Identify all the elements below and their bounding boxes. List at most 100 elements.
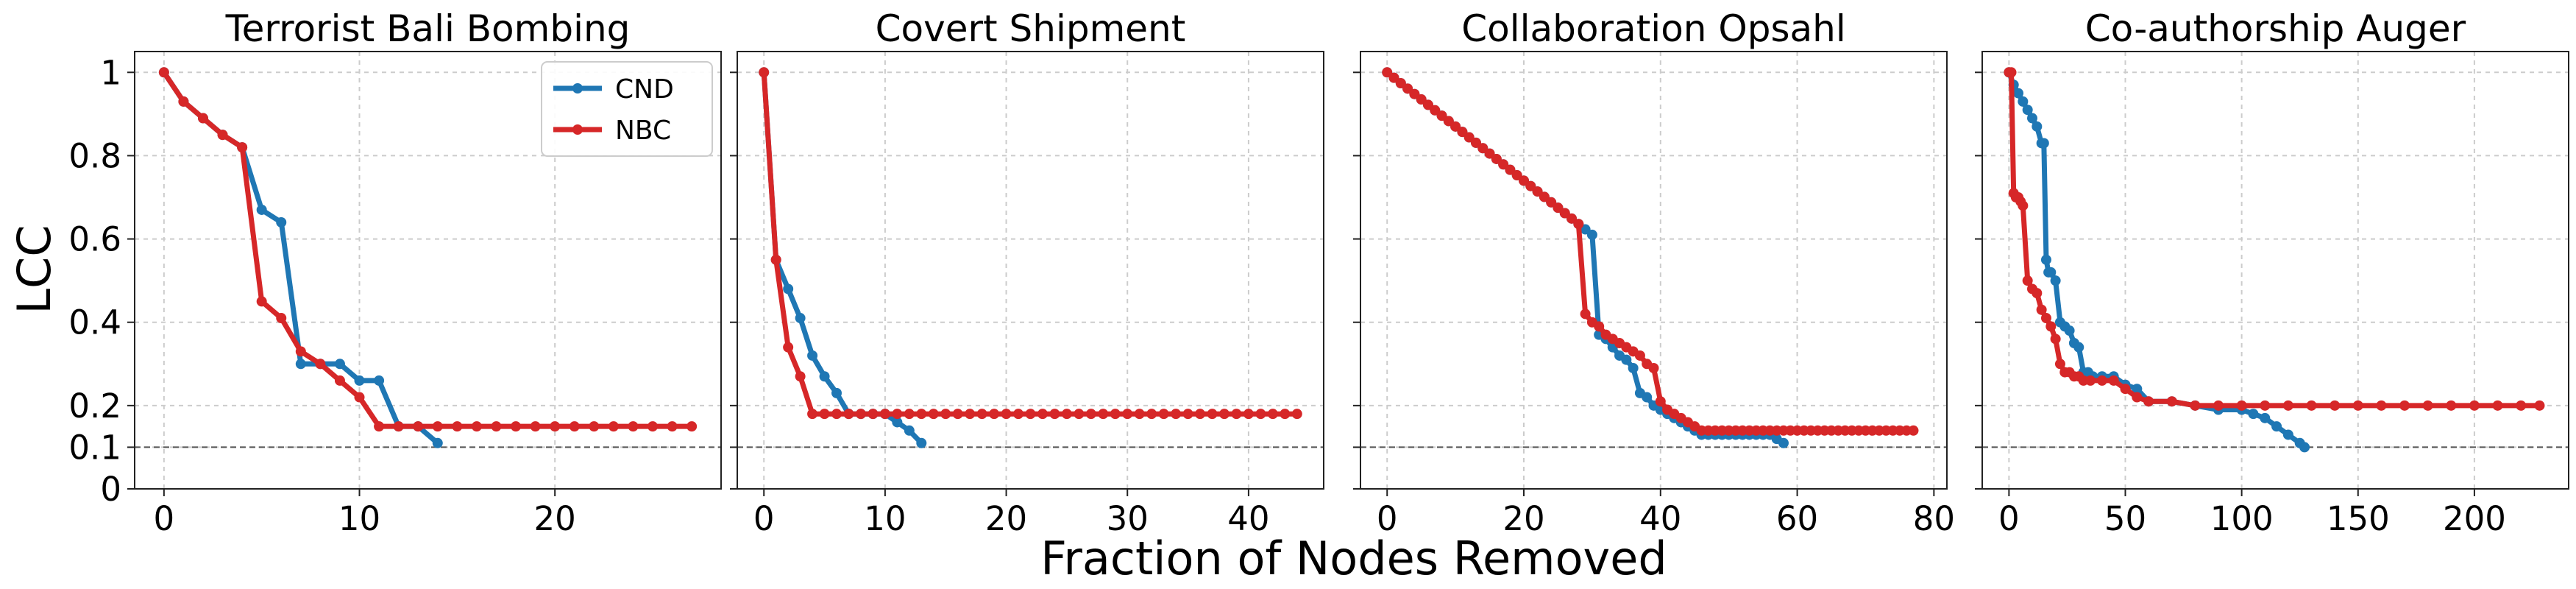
- x-tick-label: 100: [2210, 499, 2274, 538]
- data-point-nbc: [667, 421, 678, 432]
- data-point-nbc: [1580, 308, 1591, 320]
- legend-marker-nbc: [572, 124, 583, 135]
- data-point-nbc: [1074, 409, 1085, 420]
- data-point-cnd: [2022, 105, 2033, 116]
- data-point-nbc: [2534, 400, 2545, 411]
- data-point-cnd: [1628, 362, 1639, 373]
- data-point-nbc: [2006, 67, 2017, 78]
- data-point-cnd: [2038, 138, 2049, 149]
- data-point-cnd: [1778, 437, 1789, 448]
- data-point-nbc: [1146, 409, 1157, 420]
- data-point-nbc: [1231, 409, 1242, 420]
- data-point-nbc: [916, 409, 927, 420]
- data-point-nbc: [686, 421, 698, 432]
- data-point-nbc: [770, 254, 781, 265]
- data-point-nbc: [1243, 409, 1254, 420]
- x-tick-label: 20: [985, 499, 1027, 538]
- data-point-cnd: [2260, 412, 2271, 423]
- series-line-nbc: [1385, 70, 1914, 434]
- data-point-cnd: [374, 375, 385, 386]
- data-point-cnd: [1621, 354, 1632, 365]
- data-point-nbc: [256, 296, 267, 307]
- data-point-nbc: [334, 375, 345, 386]
- data-point-cnd: [2271, 421, 2282, 432]
- data-point-cnd: [831, 387, 842, 398]
- chart-panel: Covert Shipment 0 10 20 30 40: [730, 7, 1324, 538]
- data-point-nbc: [608, 421, 619, 432]
- plot-frame: [737, 51, 1324, 490]
- data-point-nbc: [1267, 409, 1278, 420]
- data-point-cnd: [807, 350, 818, 361]
- data-point-nbc: [2143, 396, 2154, 407]
- data-point-nbc: [413, 421, 424, 432]
- y-axis-label: LCC: [7, 225, 61, 314]
- data-point-nbc: [2190, 400, 2201, 411]
- data-point-cnd: [1586, 229, 1597, 240]
- data-point-nbc: [2492, 400, 2503, 411]
- x-axis-label: Fraction of Nodes Removed: [1040, 532, 1667, 585]
- data-point-nbc: [2399, 400, 2410, 411]
- legend-box: [541, 61, 713, 157]
- x-tick-label: 40: [1227, 499, 1269, 538]
- y-tick-label: 0.8: [68, 136, 121, 175]
- data-point-nbc: [1098, 409, 1109, 420]
- data-point-nbc: [1573, 219, 1584, 230]
- data-point-nbc: [2120, 384, 2131, 395]
- x-tick-label: 50: [2104, 499, 2146, 538]
- data-point-nbc: [1037, 409, 1048, 420]
- data-point-nbc: [904, 409, 915, 420]
- data-point-cnd: [295, 359, 306, 370]
- data-point-nbc: [295, 346, 306, 357]
- x-tick-label: 30: [1107, 499, 1149, 538]
- data-point-cnd: [2064, 325, 2075, 336]
- data-point-nbc: [2085, 375, 2096, 386]
- data-point-nbc: [2040, 313, 2051, 324]
- data-point-nbc: [2045, 321, 2057, 332]
- legend-label-nbc: NBC: [615, 116, 671, 146]
- data-point-cnd: [334, 359, 345, 370]
- data-point-nbc: [2050, 334, 2061, 345]
- data-point-nbc: [2422, 400, 2433, 411]
- data-point-nbc: [315, 359, 326, 370]
- data-point-nbc: [1195, 409, 1206, 420]
- chart-title: Co-authorship Auger: [2085, 7, 2466, 50]
- data-point-nbc: [1013, 409, 1024, 420]
- data-point-nbc: [819, 409, 830, 420]
- data-point-nbc: [976, 409, 987, 420]
- data-point-cnd: [2045, 267, 2057, 278]
- data-point-nbc: [374, 421, 385, 432]
- data-point-nbc: [2032, 288, 2043, 299]
- plot-frame: [1981, 51, 2569, 490]
- data-point-cnd: [2073, 342, 2084, 353]
- data-point-nbc: [855, 409, 866, 420]
- data-point-nbc: [2036, 304, 2047, 315]
- data-point-nbc: [2516, 400, 2527, 411]
- x-tick-label: 0: [154, 499, 175, 538]
- data-point-nbc: [452, 421, 463, 432]
- data-point-cnd: [256, 204, 267, 215]
- plot-frame: [134, 51, 722, 490]
- data-point-nbc: [647, 421, 659, 432]
- data-point-nbc: [892, 409, 903, 420]
- data-point-nbc: [432, 421, 443, 432]
- y-tick-label: 0: [100, 470, 121, 509]
- x-tick-label: 10: [864, 499, 906, 538]
- data-point-cnd: [2050, 275, 2061, 286]
- x-tick-label: 0: [1377, 499, 1398, 538]
- data-point-cnd: [2132, 384, 2143, 395]
- data-point-nbc: [530, 421, 541, 432]
- data-point-nbc: [511, 421, 522, 432]
- chart-title: Terrorist Bali Bombing: [225, 7, 631, 50]
- x-tick-label: 60: [1776, 499, 1818, 538]
- x-tick-label: 80: [1913, 499, 1955, 538]
- data-point-nbc: [1648, 362, 1659, 373]
- y-tick-label: 0.1: [68, 428, 121, 467]
- data-point-nbc: [2330, 400, 2341, 411]
- data-point-nbc: [1110, 409, 1121, 420]
- data-point-nbc: [940, 409, 951, 420]
- chart-panel: Co-authorship Auger 0 50 100 150 200: [1975, 7, 2569, 538]
- data-point-nbc: [2352, 400, 2363, 411]
- data-point-cnd: [432, 437, 443, 448]
